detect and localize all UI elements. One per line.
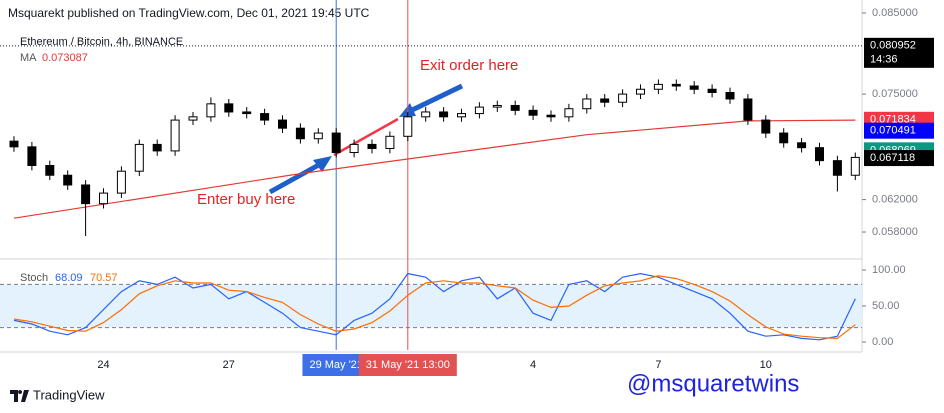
stoch-tick-label: 100.00 [872,264,906,276]
candle-body [295,127,305,140]
candle-body [653,83,663,90]
arrow [406,83,464,115]
candle-body [600,98,610,103]
candle-body [278,119,287,129]
candle-body [116,170,126,194]
price-badge [864,122,934,139]
candle-body [367,143,377,149]
candle-body [170,119,180,152]
stoch-tick-label: 50.00 [872,300,900,312]
candle-body [421,111,431,118]
price-badge-label: 0.080952 [870,40,916,52]
candle-body [618,93,628,103]
price-badge-label: 0.067118 [870,152,915,164]
footer-logo: TradingView [33,387,105,402]
stoch-line [13,272,856,341]
stoch-legend-value: 68.09 [55,272,83,284]
y-tick-label: 0.085000 [872,7,918,19]
x-tick-label: 29 May '21 [309,359,362,371]
candle-body [797,142,807,149]
y-tick-label: 0.075000 [872,88,918,100]
candle-body [564,108,574,118]
x-tick-label: 24 [97,359,109,371]
candle-body [582,98,592,110]
candle-body [27,146,37,167]
candle-body [63,174,73,186]
y-tick-label: 0.058000 [872,226,918,238]
x-badge [358,354,457,376]
candle-body [743,98,753,121]
published-line: Msquarekt published on TradingView.com, … [8,6,370,20]
symbol: Ethereum / Bitcoin, 4h, BINANCE [20,36,183,48]
candle-body [779,132,789,144]
candle-body [492,104,502,108]
stoch-title: Stoch [20,272,48,284]
price-badge-time: 14:36 [870,54,898,66]
candle-body [224,103,234,113]
tv-logo [10,390,29,402]
x-tick-label: 7 [655,359,661,371]
stoch-tick-label: 0.00 [872,336,893,348]
y-tick-label: 0.062000 [872,193,918,205]
candle-body [761,119,771,134]
candle-body [707,88,717,93]
candle-body [689,85,699,90]
candle-body [206,103,216,118]
candle-body [45,165,55,176]
candle-body [260,113,270,121]
ma-legend-name: MA [20,52,37,64]
candle-body [242,111,252,115]
candle-body [81,184,91,205]
ma-legend-value: 0.073087 [42,52,88,64]
candle-body [850,156,860,176]
candle-body [546,114,556,118]
candle-body [439,111,449,118]
ma-line [13,119,856,219]
candle-body [403,116,413,137]
candle-body [188,116,198,121]
stoch-line [13,275,856,340]
x-tick-label: 10 [760,359,772,371]
arrow-head [313,156,332,172]
price-badge [864,37,934,68]
stoch-band-fill [0,284,862,328]
candle-body [9,140,19,148]
candle-body [815,147,824,162]
candle-body [725,91,735,100]
candle-body [832,160,842,176]
candle-body [331,132,341,154]
candle-body [99,192,108,205]
stoch-legend-value: 70.57 [90,272,118,284]
x-tick-label: 4 [530,359,536,371]
watermark: @msquaretwins [627,370,799,397]
arrow [268,159,326,195]
x-badge [302,354,370,376]
x-tick-label: 27 [223,359,235,371]
x-tick-label: 31 May '21 13:00 [366,359,450,371]
candle-body [152,143,162,152]
price-badge-label: 0.070491 [870,125,916,137]
candle-body [457,113,466,118]
candle-body [474,106,484,115]
price-badge [864,150,934,167]
trade-line [333,117,399,157]
candle-body [385,135,395,149]
candle-body [510,104,520,111]
candle-body [528,109,538,116]
candle-body [134,143,144,172]
candle-body [636,88,645,95]
annotation: Enter buy here [197,191,295,208]
candle-body [671,83,681,87]
candle-body [313,132,323,140]
candle-body [349,143,359,154]
annotation: Exit order here [420,57,518,74]
